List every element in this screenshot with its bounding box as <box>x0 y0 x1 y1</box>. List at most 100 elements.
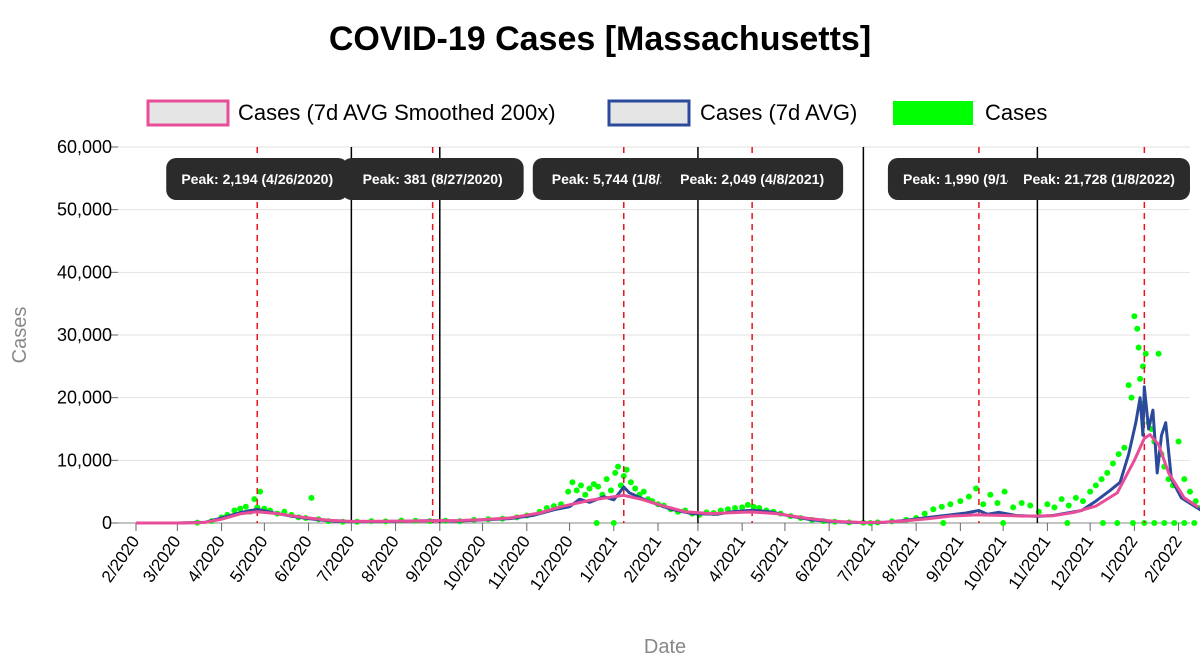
case-point <box>1191 520 1198 526</box>
x-tick-label: 8/2021 <box>878 532 923 585</box>
peak-annotation: Peak: 381 (8/27/2020) <box>341 158 524 200</box>
case-point <box>595 483 602 490</box>
case-point <box>1186 488 1193 495</box>
case-point <box>1087 488 1094 495</box>
case-point <box>565 488 572 495</box>
y-tick-label: 50,000 <box>57 200 112 220</box>
legend-label-avg: Cases (7d AVG) <box>700 100 857 125</box>
case-point <box>947 501 954 508</box>
case-point <box>237 505 244 512</box>
y-tick-label: 10,000 <box>57 450 112 470</box>
y-tick-label: 40,000 <box>57 262 112 282</box>
x-tick-label: 1/2021 <box>576 532 621 585</box>
case-point <box>627 479 634 486</box>
peak-annotations: Peak: 2,194 (4/26/2020) Peak: 381 (8/27/2… <box>166 158 1190 200</box>
case-point <box>930 506 937 513</box>
x-axis-label: Date <box>644 636 686 658</box>
series-lines <box>136 385 1200 525</box>
case-point <box>750 503 757 510</box>
peak-annotation-label: Peak: 2,049 (4/8/2021) <box>680 171 824 187</box>
case-point <box>612 469 619 476</box>
legend-swatch-cases <box>893 101 973 125</box>
case-point <box>615 463 622 470</box>
case-point <box>965 493 972 500</box>
case-point <box>593 520 600 526</box>
case-point <box>940 520 947 526</box>
case-point <box>1131 313 1138 320</box>
case-point <box>251 496 258 503</box>
case-point <box>1128 394 1135 401</box>
x-tick-label: 8/2020 <box>357 532 402 585</box>
peak-annotation-box <box>341 158 524 200</box>
case-point <box>607 487 614 494</box>
case-point <box>1098 476 1105 483</box>
case-point <box>1181 476 1188 483</box>
case-point <box>1065 502 1072 509</box>
chart-title: COVID-19 Cases [Massachusetts] <box>329 20 871 58</box>
case-point <box>1175 438 1182 445</box>
case-point <box>632 485 639 492</box>
case-point <box>1115 451 1122 458</box>
legend: Cases (7d AVG Smoothed 200x) Cases (7d A… <box>146 99 1047 127</box>
x-tick-label: 3/2020 <box>139 532 184 585</box>
case-point <box>957 498 964 505</box>
case-point <box>1161 520 1168 526</box>
smoothed-line <box>136 433 1200 525</box>
case-point <box>987 491 994 498</box>
case-point <box>242 503 249 510</box>
case-point <box>308 494 315 501</box>
y-tick-label: 20,000 <box>57 388 112 408</box>
case-point <box>1135 344 1142 351</box>
legend-swatch-avg <box>607 99 691 127</box>
case-point <box>1001 488 1008 495</box>
y-tick-label: 0 <box>102 513 112 533</box>
x-tick-label: 7/2020 <box>313 532 358 585</box>
legend-swatch-smoothed <box>146 99 230 127</box>
case-point <box>938 503 945 510</box>
case-point <box>980 501 987 508</box>
peak-annotation-box <box>661 158 844 200</box>
x-tick-label: 3/2021 <box>660 532 705 585</box>
case-point <box>586 485 593 492</box>
case-point <box>1072 494 1079 501</box>
case-point <box>739 504 746 511</box>
case-point <box>1171 520 1178 526</box>
y-tick-label: 30,000 <box>57 325 112 345</box>
cases-scatter <box>194 313 1200 526</box>
case-point <box>1192 498 1199 505</box>
x-tick-label: 4/2020 <box>183 532 228 585</box>
case-point <box>620 473 627 479</box>
case-point <box>1114 520 1121 526</box>
x-tick-label: 2/2022 <box>1140 532 1185 585</box>
avg-line <box>136 385 1200 525</box>
case-point <box>1064 520 1071 526</box>
x-tick-label: 5/2021 <box>747 532 792 585</box>
legend-label-smoothed: Cases (7d AVG Smoothed 200x) <box>238 100 556 125</box>
case-point <box>744 501 751 508</box>
peak-annotation-label: Peak: 2,194 (4/26/2020) <box>181 171 333 187</box>
peak-annotation-label: Peak: 5,744 (1/8/2021) <box>552 171 696 187</box>
x-tick-label: 2/2021 <box>620 532 665 585</box>
x-tick-label: 12/2020 <box>526 532 577 593</box>
peak-annotation-label: Peak: 381 (8/27/2020) <box>363 171 503 187</box>
case-point <box>640 488 647 495</box>
case-point <box>1181 520 1188 526</box>
case-point <box>973 485 980 492</box>
x-tick-label: 7/2021 <box>834 532 879 585</box>
case-point <box>1129 520 1136 526</box>
case-point <box>573 487 580 494</box>
case-point <box>1080 498 1087 505</box>
legend-label-cases: Cases <box>985 100 1047 125</box>
case-point <box>1010 504 1017 511</box>
peak-annotation-box <box>166 158 349 200</box>
x-tick-label: 12/2021 <box>1047 532 1098 593</box>
vertical-lines <box>256 147 1146 523</box>
case-point <box>1044 501 1051 508</box>
gridlines <box>118 146 1190 524</box>
case-point <box>1121 444 1128 451</box>
peak-annotation-box <box>1008 158 1190 200</box>
case-point <box>1018 499 1025 506</box>
peak-annotation: Peak: 2,049 (4/8/2021) <box>661 158 844 200</box>
case-point <box>1092 482 1099 489</box>
case-point <box>1099 520 1106 526</box>
